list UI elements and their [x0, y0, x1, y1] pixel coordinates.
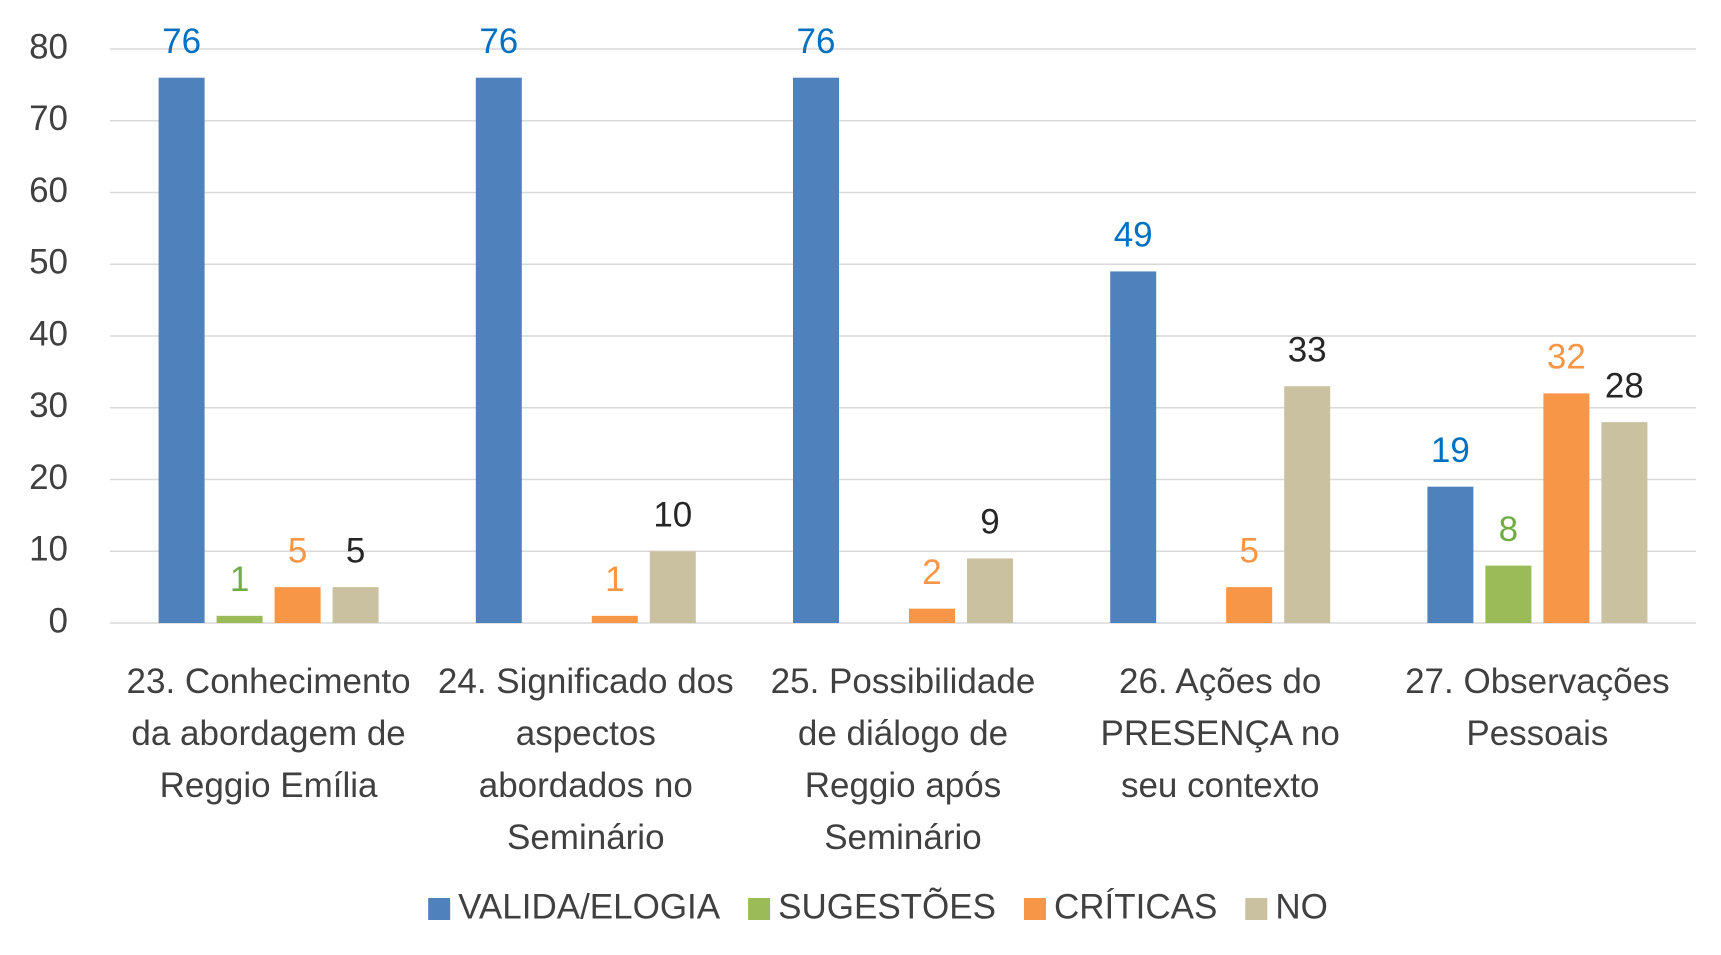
bar — [591, 615, 638, 623]
y-tick-label: 30 — [29, 386, 68, 425]
bar — [1485, 565, 1532, 623]
legend-label: NO — [1275, 887, 1328, 926]
x-tick-label: 23. Conhecimento da abordagem de Reggio … — [126, 662, 411, 805]
bar — [332, 587, 379, 623]
y-tick-label: 0 — [49, 601, 68, 640]
data-label: 2 — [922, 553, 941, 592]
legend-swatch — [428, 898, 451, 920]
data-label: 9 — [980, 503, 999, 542]
data-label: 49 — [1114, 216, 1153, 255]
data-label: 1 — [230, 560, 249, 599]
y-tick-label: 10 — [29, 530, 68, 569]
data-label: 76 — [162, 22, 201, 61]
legend-label: CRÍTICAS — [1054, 887, 1217, 926]
x-tick-label: 27. Observações Pessoais — [1405, 662, 1670, 753]
bar — [909, 608, 955, 623]
bar — [1543, 393, 1590, 623]
legend-swatch — [1023, 898, 1046, 920]
data-label: 33 — [1288, 330, 1327, 369]
data-label: 10 — [653, 496, 692, 535]
bar — [216, 615, 263, 623]
y-tick-label: 40 — [29, 314, 68, 353]
data-label: 28 — [1605, 366, 1644, 405]
y-tick-label: 70 — [29, 99, 68, 138]
bar — [649, 551, 696, 623]
bar — [793, 77, 839, 623]
bar — [1284, 386, 1331, 623]
bar — [967, 558, 1013, 623]
bar — [1226, 587, 1273, 623]
data-label: 5 — [1239, 531, 1258, 570]
legend-swatch — [748, 898, 771, 920]
legend-label: VALIDA/ELOGIA — [458, 887, 721, 926]
legend-label: SUGESTÕES — [778, 886, 996, 926]
x-tick-label: 24. Significado dos aspectos abordados n… — [437, 662, 734, 857]
y-tick-label: 80 — [29, 27, 68, 66]
bar — [1110, 271, 1157, 623]
data-label: 1 — [605, 560, 624, 599]
bar — [158, 77, 205, 623]
data-label: 5 — [288, 531, 307, 570]
data-label: 76 — [479, 22, 518, 61]
data-label: 19 — [1431, 431, 1470, 470]
data-label: 5 — [346, 531, 365, 570]
y-tick-label: 60 — [29, 171, 68, 210]
legend-swatch — [1245, 898, 1268, 920]
bar — [1601, 422, 1648, 623]
data-label: 76 — [797, 22, 836, 61]
bar — [274, 587, 321, 623]
y-tick-label: 50 — [29, 243, 68, 282]
y-tick-label: 20 — [29, 458, 68, 497]
bar — [475, 77, 522, 623]
x-tick-label: 26. Ações do PRESENÇA no seu contexto — [1100, 662, 1340, 805]
data-label: 32 — [1547, 338, 1586, 377]
bar — [1427, 486, 1474, 623]
x-tick-label: 25. Possibilidade de diálogo de Reggio a… — [770, 662, 1036, 857]
data-label: 8 — [1499, 510, 1518, 549]
